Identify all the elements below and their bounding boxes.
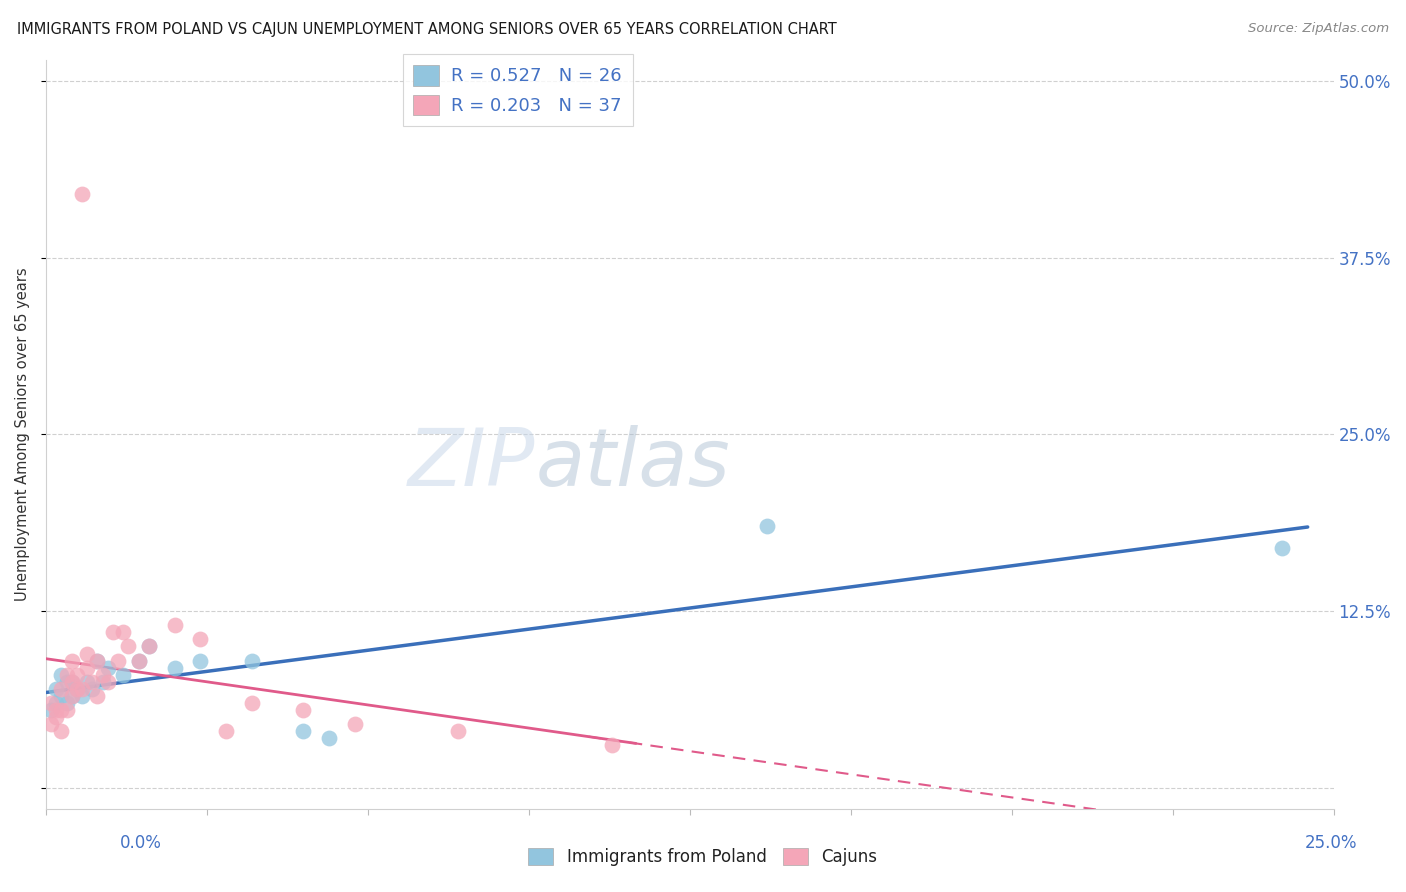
Point	[112, 667, 135, 681]
Point	[76, 674, 98, 689]
Point	[60, 689, 83, 703]
Point	[190, 654, 212, 668]
Text: IMMIGRANTS FROM POLAND VS CAJUN UNEMPLOYMENT AMONG SENIORS OVER 65 YEARS CORRELA: IMMIGRANTS FROM POLAND VS CAJUN UNEMPLOY…	[17, 22, 837, 37]
Point	[756, 519, 779, 533]
Point	[55, 667, 77, 681]
Point	[45, 681, 67, 696]
Point	[86, 654, 108, 668]
Point	[292, 703, 315, 717]
Point	[60, 674, 83, 689]
Point	[190, 632, 212, 647]
Point	[1271, 541, 1294, 555]
Point	[86, 654, 108, 668]
Point	[240, 696, 263, 710]
Point	[91, 674, 114, 689]
Point	[66, 681, 89, 696]
Point	[39, 696, 62, 710]
Point	[51, 681, 73, 696]
Point	[112, 625, 135, 640]
Point	[292, 724, 315, 739]
Point	[55, 696, 77, 710]
Point	[76, 647, 98, 661]
Point	[76, 660, 98, 674]
Point	[55, 703, 77, 717]
Legend: Immigrants from Poland, Cajuns: Immigrants from Poland, Cajuns	[522, 841, 884, 873]
Point	[128, 654, 150, 668]
Point	[97, 660, 120, 674]
Point	[101, 625, 124, 640]
Point	[45, 703, 67, 717]
Point	[128, 654, 150, 668]
Point	[60, 674, 83, 689]
Point	[86, 689, 108, 703]
Point	[60, 689, 83, 703]
Point	[51, 667, 73, 681]
Point	[107, 654, 129, 668]
Point	[163, 618, 186, 632]
Point	[447, 724, 470, 739]
Point	[39, 717, 62, 731]
Text: Source: ZipAtlas.com: Source: ZipAtlas.com	[1249, 22, 1389, 36]
Point	[602, 739, 624, 753]
Point	[70, 689, 93, 703]
Point	[138, 640, 160, 654]
Point	[97, 674, 120, 689]
Text: 0.0%: 0.0%	[120, 834, 162, 852]
Point	[70, 681, 93, 696]
Text: ZIP: ZIP	[408, 425, 536, 503]
Point	[117, 640, 139, 654]
Point	[343, 717, 366, 731]
Point	[66, 681, 89, 696]
Y-axis label: Unemployment Among Seniors over 65 years: Unemployment Among Seniors over 65 years	[15, 268, 30, 601]
Point	[82, 674, 104, 689]
Point	[51, 724, 73, 739]
Point	[55, 674, 77, 689]
Point	[39, 703, 62, 717]
Point	[163, 660, 186, 674]
Text: 25.0%: 25.0%	[1305, 834, 1357, 852]
Point	[91, 667, 114, 681]
Legend: R = 0.527   N = 26, R = 0.203   N = 37: R = 0.527 N = 26, R = 0.203 N = 37	[402, 54, 633, 127]
Point	[318, 731, 340, 746]
Point	[66, 667, 89, 681]
Point	[82, 681, 104, 696]
Text: atlas: atlas	[536, 425, 730, 503]
Point	[51, 689, 73, 703]
Point	[45, 696, 67, 710]
Point	[138, 640, 160, 654]
Point	[60, 654, 83, 668]
Point	[240, 654, 263, 668]
Point	[70, 187, 93, 202]
Point	[45, 710, 67, 724]
Point	[51, 703, 73, 717]
Point	[215, 724, 238, 739]
